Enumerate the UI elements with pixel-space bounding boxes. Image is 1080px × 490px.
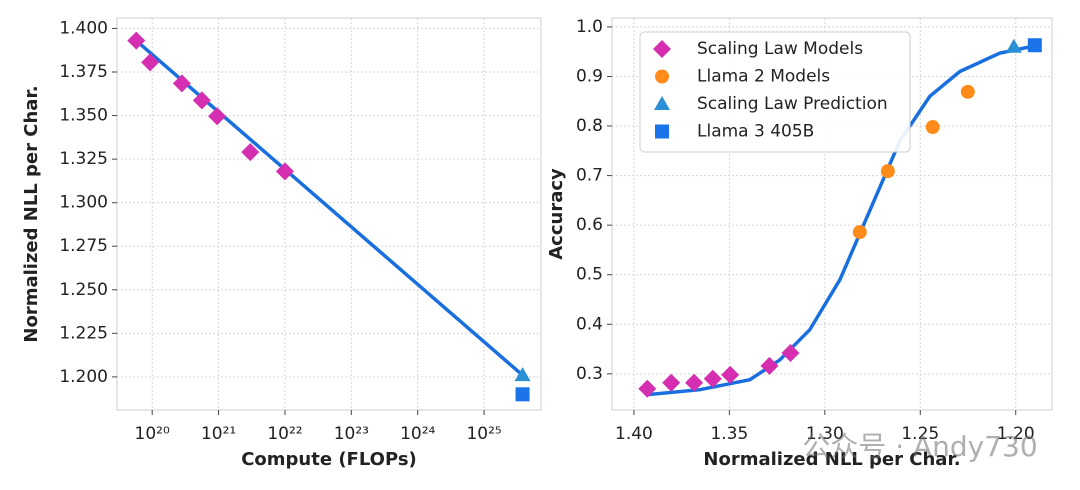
x-tick-label: 1.25	[901, 424, 939, 444]
legend-label: Scaling Law Prediction	[697, 94, 888, 114]
y-tick-label: 1.375	[59, 62, 108, 82]
fit-line	[646, 43, 1040, 397]
y-tick-label: 1.400	[59, 18, 108, 38]
marker-diamond	[241, 143, 260, 162]
y-tick-label: 0.7	[576, 166, 603, 186]
legend-marker	[653, 40, 671, 58]
marker-diamond	[685, 373, 704, 392]
y-tick-label: 0.6	[576, 215, 603, 235]
legend-marker	[655, 124, 669, 139]
legend-label: Scaling Law Models	[697, 39, 863, 59]
legend-label: Llama 2 Models	[697, 67, 830, 87]
x-tick-label: 10²⁴	[400, 424, 435, 444]
y-tick-label: 1.0	[576, 17, 603, 37]
y-tick-label: 0.8	[576, 116, 603, 136]
marker-diamond	[721, 365, 740, 384]
y-tick-label: 1.300	[59, 193, 108, 213]
x-tick-label: 10²³	[334, 424, 369, 444]
marker-circle	[960, 84, 975, 99]
marker-diamond	[760, 356, 779, 375]
y-axis-label: Accuracy	[546, 168, 567, 260]
marker-square	[1027, 38, 1042, 53]
legend-label: Llama 3 405B	[697, 122, 814, 142]
marker-diamond	[781, 344, 800, 363]
y-tick-label: 0.3	[576, 364, 603, 384]
marker-circle	[925, 120, 940, 135]
marker-triangle	[1005, 38, 1022, 53]
x-tick-label: 1.30	[806, 424, 844, 444]
marker-diamond	[141, 53, 160, 72]
legend-marker	[654, 96, 670, 110]
y-tick-label: 0.4	[576, 314, 603, 334]
y-tick-label: 1.200	[59, 367, 108, 387]
x-tick-label: 1.40	[615, 424, 653, 444]
x-tick-label: 10²⁰	[135, 424, 170, 444]
x-axis-label: Compute (FLOPs)	[241, 449, 417, 470]
y-tick-label: 1.225	[59, 323, 108, 343]
legend-box	[639, 31, 911, 153]
y-tick-label: 1.350	[59, 106, 108, 126]
x-tick-label: 10²¹	[201, 424, 236, 444]
y-axis-label: Normalized NLL per Char.	[21, 85, 42, 342]
y-tick-label: 1.325	[59, 149, 108, 169]
x-tick-label: 10²²	[267, 424, 302, 444]
x-axis-label: Normalized NLL per Char.	[703, 449, 960, 470]
marker-diamond	[703, 369, 722, 388]
y-tick-label: 1.275	[59, 236, 108, 256]
marker-diamond	[638, 379, 657, 398]
y-tick-label: 0.5	[576, 265, 603, 285]
x-tick-label: 10²⁵	[466, 424, 501, 444]
x-tick-label: 1.35	[710, 424, 748, 444]
legend-marker	[655, 69, 669, 84]
marker-diamond	[662, 373, 681, 392]
marker-circle	[880, 164, 895, 179]
marker-circle	[852, 225, 867, 240]
marker-diamond	[192, 91, 211, 110]
y-tick-label: 1.250	[59, 280, 108, 300]
x-tick-label: 1.20	[997, 424, 1035, 444]
marker-diamond	[275, 162, 294, 181]
marker-diamond	[208, 107, 227, 126]
y-tick-label: 0.9	[576, 66, 603, 86]
marker-square	[515, 387, 530, 402]
marker-triangle	[514, 367, 531, 382]
marker-diamond	[127, 31, 146, 50]
watermark: 公众号 · Andy730	[802, 430, 1037, 463]
marker-diamond	[172, 74, 191, 93]
